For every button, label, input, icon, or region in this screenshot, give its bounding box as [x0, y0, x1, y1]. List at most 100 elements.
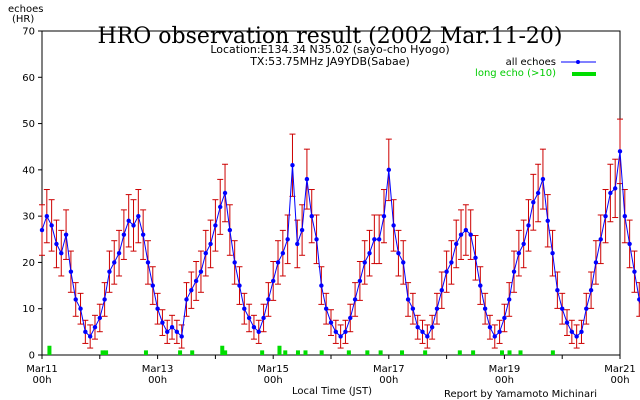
data-point: [73, 297, 78, 302]
data-point: [68, 269, 74, 274]
y-tick-label: 70: [22, 27, 35, 38]
data-point: [579, 329, 584, 335]
data-point: [140, 232, 146, 237]
credit-text: Report by Yamamoto Michinari: [444, 389, 597, 400]
data-point: [410, 306, 416, 311]
long-echo-bar: [47, 345, 52, 355]
data-point: [261, 315, 266, 321]
data-point: [280, 250, 286, 256]
data-point: [502, 315, 507, 321]
data-point: [131, 223, 136, 228]
data-point: [550, 250, 555, 256]
long-echo-bar: [303, 350, 308, 355]
data-point: [434, 306, 440, 311]
long-echo-bar: [104, 350, 109, 355]
data-point: [198, 269, 204, 274]
long-echo-bar: [277, 345, 282, 355]
x-tick-label-hour: 00h: [32, 375, 51, 386]
data-point: [126, 218, 131, 223]
data-point: [381, 213, 387, 219]
data-point: [323, 306, 329, 311]
data-point: [468, 232, 473, 237]
data-point: [612, 186, 618, 191]
data-point: [588, 288, 594, 293]
data-point: [401, 260, 406, 265]
data-point: [299, 227, 305, 233]
data-point: [179, 334, 184, 339]
data-point: [545, 218, 550, 223]
data-point: [463, 227, 469, 233]
data-point: [150, 283, 155, 288]
data-point: [622, 213, 628, 219]
data-point: [444, 269, 449, 274]
data-point: [482, 306, 488, 311]
long-echo-bar: [178, 350, 183, 355]
data-point: [203, 250, 208, 256]
data-point: [507, 297, 512, 302]
data-point: [237, 283, 242, 288]
data-point: [102, 297, 107, 302]
long-echo-bar: [507, 350, 512, 355]
data-point: [208, 241, 213, 247]
data-point: [516, 250, 522, 256]
data-point: [420, 329, 425, 335]
data-point: [54, 241, 59, 247]
data-point: [540, 176, 546, 182]
data-point: [584, 306, 589, 311]
data-point: [617, 149, 623, 154]
data-point: [386, 167, 391, 173]
data-point: [531, 200, 536, 205]
x-tick-label-date: Mar17: [373, 364, 405, 375]
long-echo-bar: [365, 350, 370, 355]
data-point: [78, 306, 83, 311]
long-echo-bar: [378, 350, 383, 355]
data-point: [218, 204, 223, 210]
x-tick-label-date: Mar13: [142, 364, 174, 375]
data-point: [497, 329, 502, 335]
y-tick-label: 10: [22, 304, 35, 315]
long-echo-bar: [223, 350, 228, 355]
x-tick-label-hour: 00h: [264, 375, 283, 386]
long-echo-bar: [100, 350, 105, 355]
series-line: [41, 151, 640, 338]
long-echo-bar: [143, 350, 148, 355]
data-point: [458, 232, 464, 237]
data-point: [396, 250, 401, 256]
y-axis-label-unit: (HR): [12, 14, 34, 25]
x-tick-label-date: Mar21: [604, 364, 636, 375]
chart-title: HRO observation result (2002 Mar.11-20): [98, 24, 563, 49]
legend-swatch-long-echo: [572, 72, 596, 76]
data-point: [362, 260, 367, 265]
x-tick-label-hour: 00h: [610, 375, 629, 386]
data-point: [251, 325, 257, 330]
data-point: [492, 334, 497, 339]
data-point: [83, 329, 88, 335]
data-point: [112, 260, 117, 265]
data-point: [319, 283, 324, 288]
data-point: [574, 334, 579, 339]
data-point: [555, 288, 560, 293]
data-point: [242, 306, 247, 311]
data-point: [44, 213, 50, 219]
long-echo-bar: [283, 350, 288, 355]
data-point: [603, 213, 608, 219]
data-point: [92, 325, 98, 330]
x-axis-label: Local Time (JST): [292, 386, 372, 397]
data-point: [338, 334, 343, 339]
long-echo-bar: [220, 345, 225, 355]
y-axis-label-top: echoes: [8, 4, 43, 15]
data-point: [415, 325, 420, 330]
data-point: [59, 250, 64, 256]
long-echo-bar: [260, 350, 265, 355]
x-ticks: Mar1100hMar1300hMar1500hMar1700hMar1900h…: [26, 355, 636, 386]
x-tick-label-hour: 00h: [379, 375, 398, 386]
data-point: [222, 190, 228, 196]
data-point: [511, 269, 517, 274]
data-point: [473, 255, 478, 260]
y-tick-label: 30: [22, 212, 35, 223]
data-point: [107, 269, 112, 274]
data-point: [121, 232, 127, 237]
data-point: [535, 190, 541, 196]
x-tick-label-hour: 00h: [495, 375, 514, 386]
data-point: [160, 320, 165, 325]
